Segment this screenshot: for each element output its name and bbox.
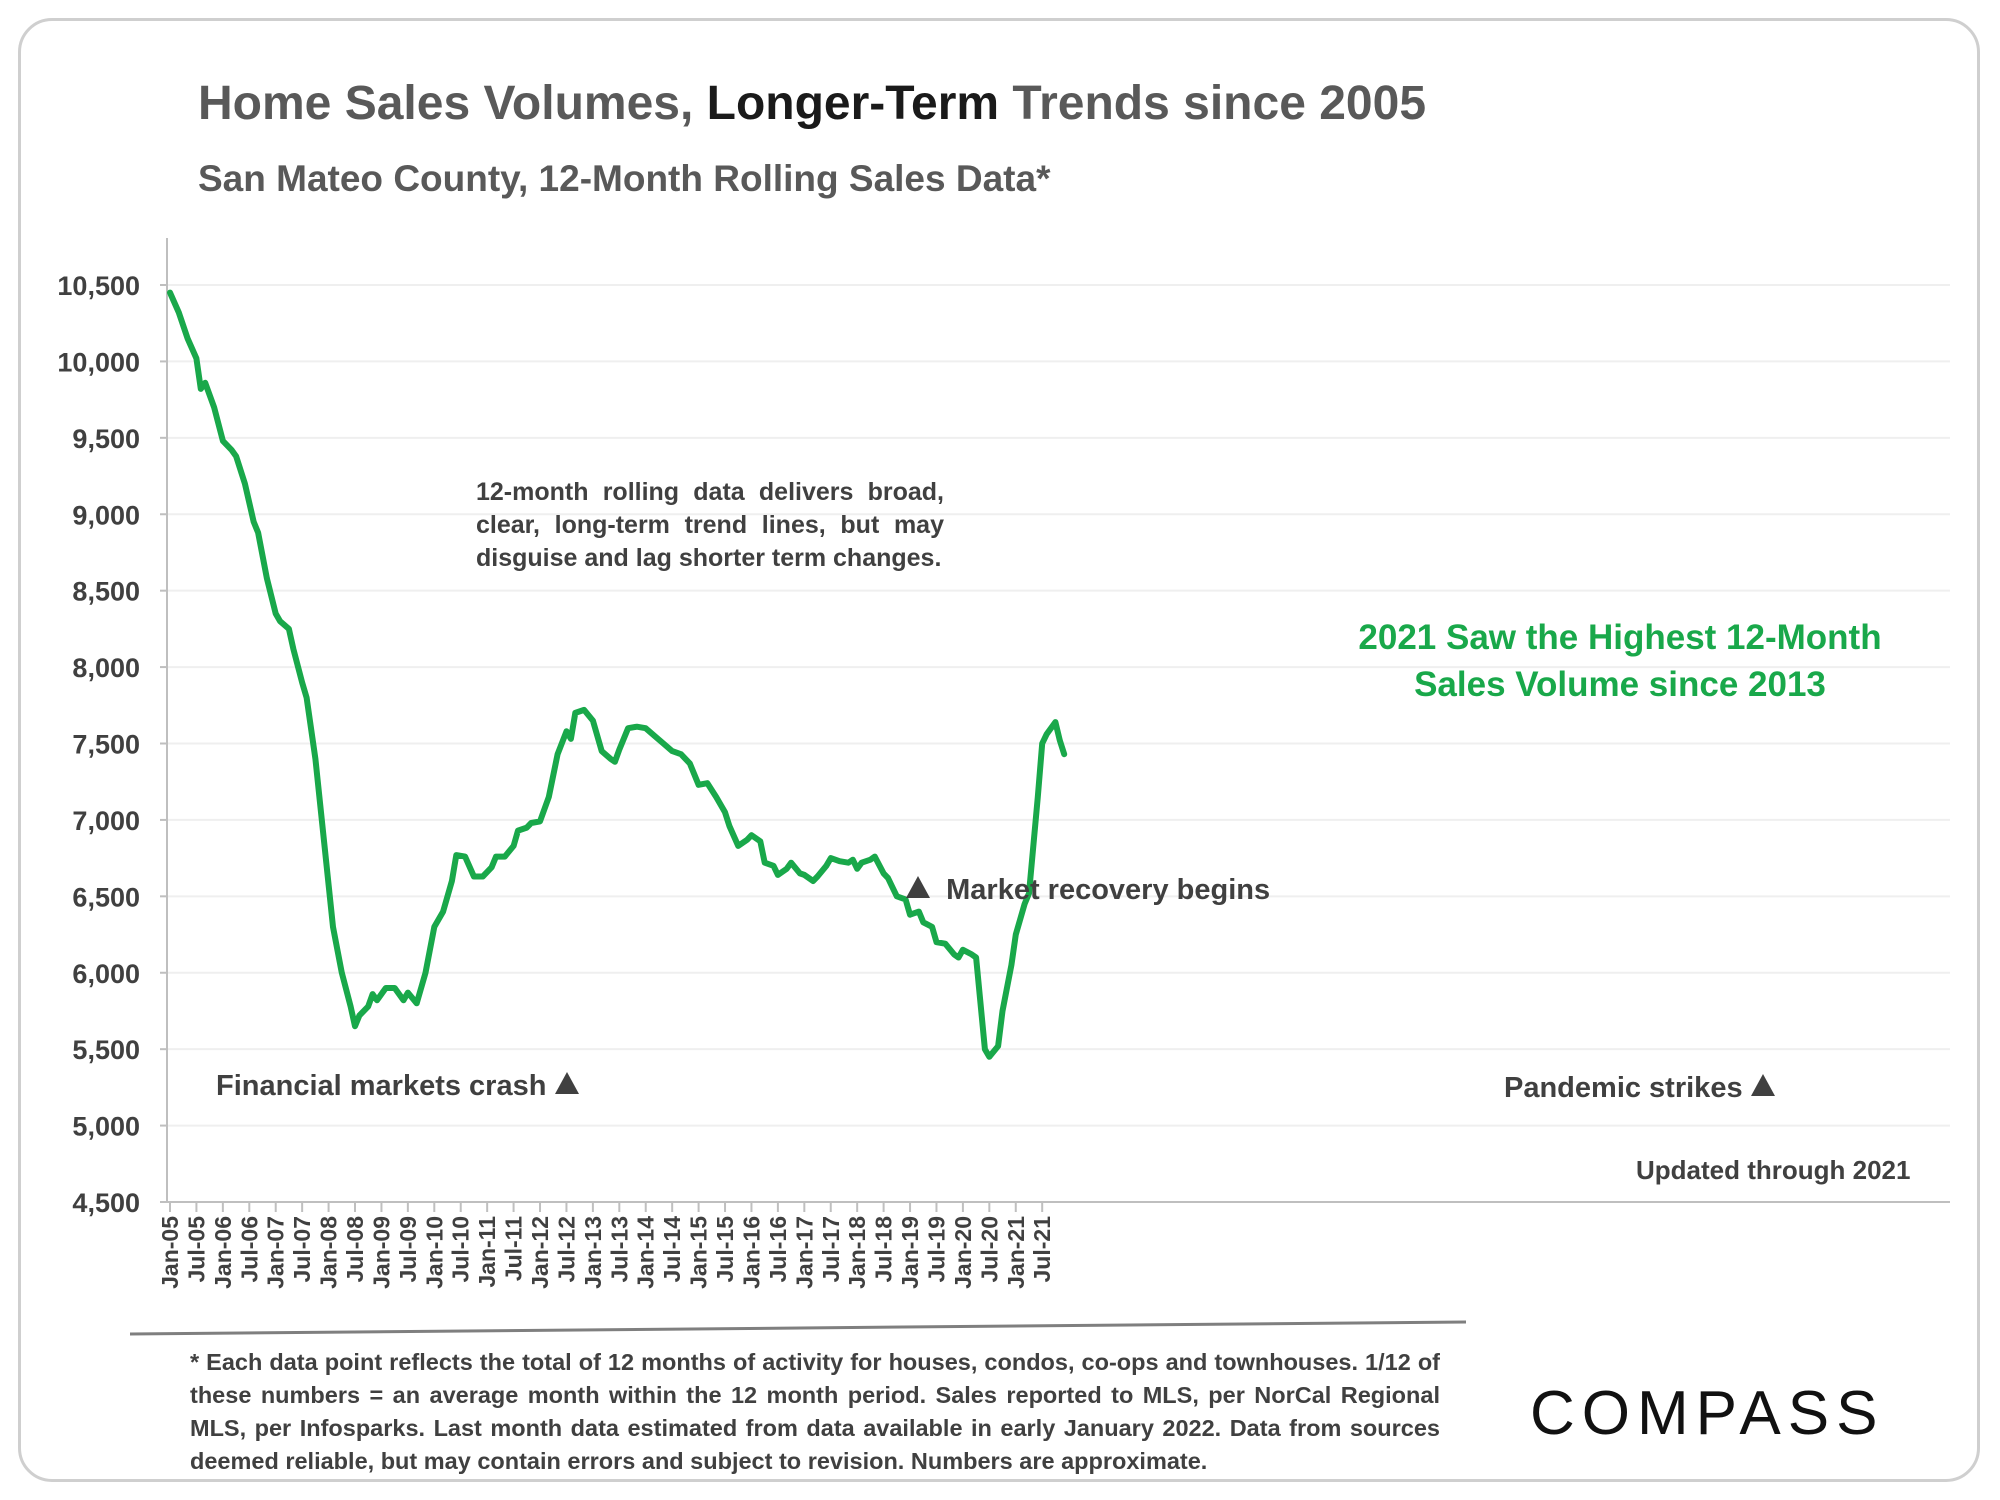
- x-tick-label: Jul-16: [765, 1216, 791, 1282]
- y-tick-label: 7,000: [72, 806, 140, 836]
- axes: [160, 238, 1950, 1212]
- x-tick-label: Jan-18: [844, 1216, 870, 1289]
- highlight-line-1: 2021 Saw the Highest 12-Month: [1358, 618, 1882, 657]
- x-tick-label: Jul-14: [659, 1216, 685, 1283]
- x-tick-label: Jan-09: [368, 1216, 394, 1289]
- triangle-up-icon: [1750, 1074, 1775, 1096]
- y-tick-label: 8,500: [72, 577, 140, 607]
- x-tick-label: Jul-12: [553, 1216, 579, 1282]
- footnote-rule: [129, 1320, 1467, 1336]
- title-part-2: Longer-Term: [706, 77, 1000, 130]
- x-tick-label: Jul-18: [871, 1216, 897, 1283]
- y-tick-label: 6,500: [72, 882, 140, 912]
- x-tick-label: Jul-15: [712, 1216, 738, 1283]
- x-tick-label: Jul-11: [501, 1216, 527, 1281]
- x-tick-label: Jan-11: [474, 1216, 500, 1288]
- x-tick-label: Jul-13: [606, 1216, 632, 1282]
- x-tick-label: Jan-10: [421, 1216, 447, 1289]
- y-tick-label: 5,500: [72, 1035, 140, 1065]
- crash-label: Financial markets crash: [216, 1070, 547, 1102]
- series-line: [167, 289, 1068, 1060]
- recovery-annotation: Market recovery begins: [906, 874, 1270, 907]
- x-tick-label: Jan-16: [738, 1216, 764, 1289]
- updated-note: Updated through 2021: [1636, 1155, 1911, 1185]
- x-tick-label: Jan-07: [263, 1216, 289, 1289]
- x-tick-label: Jul-21: [1029, 1216, 1055, 1283]
- x-tick-label: Jan-21: [1003, 1216, 1029, 1289]
- highlight-callout: 2021 Saw the Highest 12-Month Sales Volu…: [1330, 614, 1910, 708]
- y-tick-label: 9,000: [72, 500, 140, 530]
- x-tick-label: Jan-05: [157, 1216, 183, 1289]
- x-tick-label: Jul-09: [395, 1216, 421, 1282]
- title-part-3: Trends since 2005: [999, 77, 1427, 130]
- chart-subtitle: San Mateo County, 12-Month Rolling Sales…: [198, 158, 1051, 199]
- title-part-1: Home Sales Volumes,: [198, 77, 707, 130]
- y-tick-label: 10,500: [57, 271, 140, 301]
- x-tick-label: Jul-17: [818, 1216, 844, 1282]
- y-tick-label: 4,500: [72, 1188, 140, 1218]
- x-tick-label: Jan-14: [633, 1216, 659, 1289]
- x-tick-labels: Jan-05 Jul-05 Jan-06 Jul-06 Jan-07 Jul-07 Jan-…: [157, 1216, 1055, 1289]
- chart-card: [18, 18, 1980, 1482]
- x-tick-label: Jan-08: [316, 1216, 342, 1289]
- y-tick-label: 10,000: [57, 347, 140, 377]
- triangle-up-icon: [906, 876, 930, 898]
- x-tick-label: Jan-19: [897, 1216, 923, 1289]
- x-tick-label: Jan-20: [950, 1216, 976, 1289]
- recovery-label: Market recovery begins: [946, 874, 1271, 906]
- x-tick-label: Jul-06: [236, 1216, 262, 1282]
- x-tick-label: Jan-13: [580, 1216, 606, 1289]
- highlight-line-2: Sales Volume since 2013: [1414, 665, 1826, 704]
- series-layer: [167, 289, 1068, 1060]
- method-note: 12-month rolling data delivers broad, cl…: [476, 478, 944, 572]
- y-tick-label: 7,500: [72, 730, 140, 760]
- pandemic-label: Pandemic strikes: [1504, 1072, 1743, 1104]
- x-tick-label: Jul-20: [976, 1216, 1002, 1282]
- y-tick-label: 6,000: [72, 959, 140, 989]
- x-tick-label: Jan-17: [791, 1216, 817, 1289]
- y-tick-label: 8,000: [72, 653, 140, 683]
- x-tick-label: Jul-05: [183, 1216, 209, 1283]
- crash-annotation: Financial markets crash: [216, 1070, 579, 1103]
- chart-title: Home Sales Volumes, Longer-Term Trends s…: [198, 76, 1426, 131]
- x-tick-label: Jan-12: [527, 1216, 553, 1289]
- y-tick-label: 9,500: [72, 424, 140, 454]
- x-tick-label: Jul-08: [342, 1216, 368, 1283]
- x-tick-label: Jul-19: [923, 1216, 949, 1282]
- x-tick-label: Jul-07: [289, 1216, 315, 1282]
- x-tick-label: Jan-15: [686, 1216, 712, 1289]
- x-tick-label: Jul-10: [448, 1216, 474, 1282]
- x-tick-label: Jan-06: [210, 1216, 236, 1289]
- y-tick-label: 5,000: [72, 1112, 140, 1142]
- y-tick-labels: 4,500 5,000 5,500 6,000 6,500 7,000 7,500 8,000…: [57, 271, 140, 1218]
- pandemic-annotation: Pandemic strikes: [1504, 1072, 1775, 1105]
- compass-logo: COMPASS: [1530, 1379, 1885, 1448]
- footnote: * Each data point reflects the total of …: [190, 1349, 1440, 1474]
- triangle-up-icon: [554, 1072, 579, 1094]
